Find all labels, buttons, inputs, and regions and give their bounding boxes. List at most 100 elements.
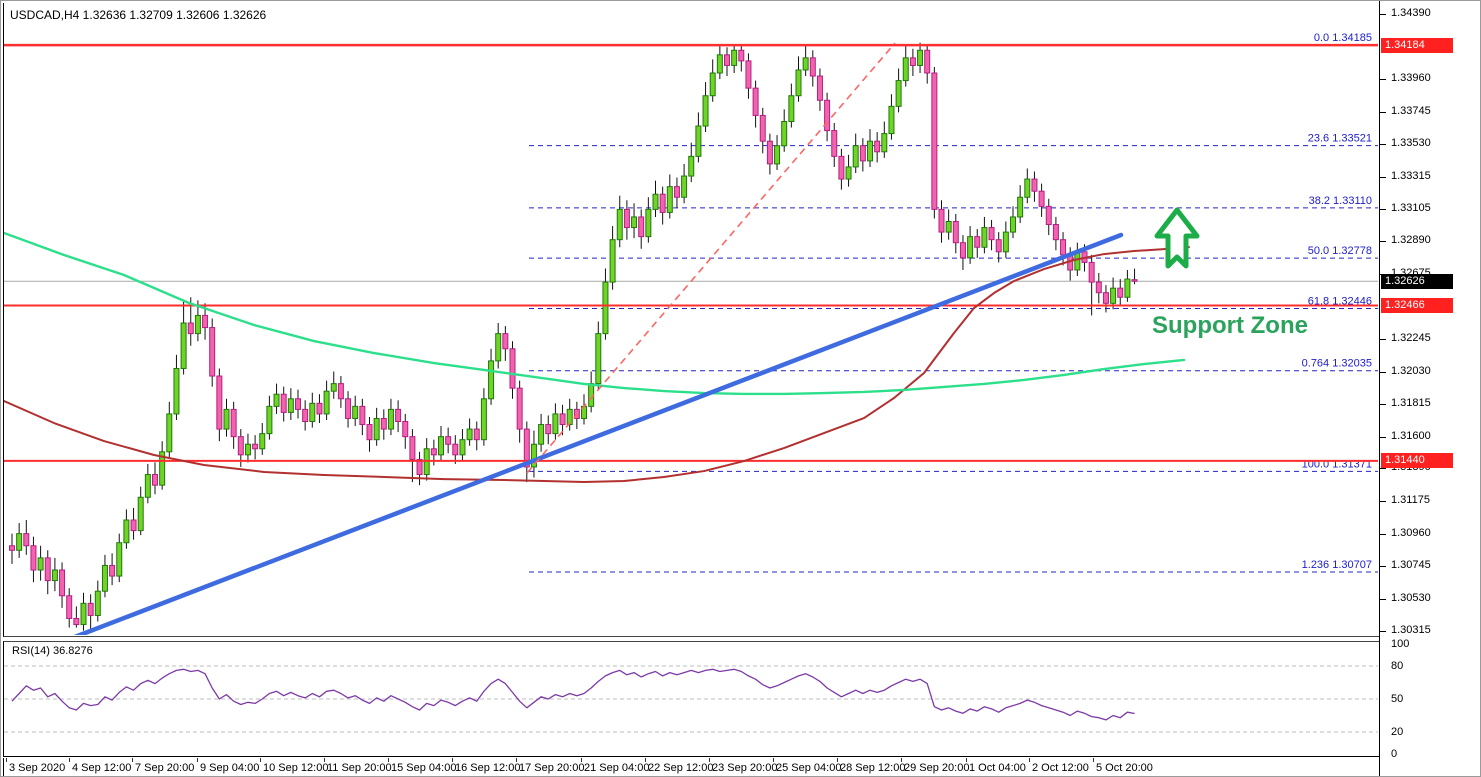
- dashed-trendline[interactable]: [526, 42, 896, 474]
- candle: [602, 281, 609, 335]
- candle: [1117, 287, 1124, 298]
- price-axis-tick: [1380, 144, 1386, 146]
- time-axis-tick: [388, 758, 389, 762]
- candle: [831, 130, 838, 157]
- candle: [516, 387, 523, 430]
- rsi-canvas[interactable]: [4, 642, 1378, 756]
- price-axis[interactable]: 1.34390 1.33960 1.33745 1.33530 1.33315 1.331…: [1379, 1, 1480, 776]
- time-axis-tick: [773, 758, 774, 762]
- time-axis-tick: [645, 758, 646, 762]
- time-axis[interactable]: 3 Sep 2020 4 Sep 12:00 7 Sep 20:00 9 Sep 04…: [3, 758, 1379, 776]
- candle: [16, 533, 23, 551]
- candle: [452, 443, 459, 456]
- candle: [187, 322, 194, 335]
- rsi-axis-label: 80: [1391, 660, 1404, 672]
- price-axis-tick: [1380, 208, 1386, 210]
- candle: [724, 54, 730, 66]
- price-axis-label: 1.32030: [1391, 364, 1431, 377]
- candle: [766, 140, 773, 165]
- price-axis-tick: [1380, 111, 1386, 113]
- up-arrow-icon[interactable]: [1154, 207, 1200, 269]
- fib-level-label: 23.6 1.33521: [1308, 133, 1372, 145]
- price-axis-label: 1.34390: [1391, 6, 1431, 19]
- time-axis-label: 21 Sep 04:00: [584, 762, 650, 774]
- candle: [645, 208, 652, 238]
- rsi-axis-label: 0: [1391, 748, 1398, 760]
- candle: [509, 348, 516, 389]
- candle: [1024, 178, 1031, 198]
- price-axis-tick: [1380, 598, 1386, 600]
- candle: [387, 408, 394, 430]
- candle: [87, 602, 94, 616]
- candle: [609, 239, 616, 283]
- candle: [931, 72, 938, 210]
- price-axis-tick: [1380, 13, 1386, 15]
- candle: [774, 145, 781, 165]
- candle: [123, 519, 130, 544]
- candle: [194, 314, 201, 335]
- candle: [166, 413, 173, 453]
- candle: [888, 105, 895, 135]
- price-axis-tick: [1380, 79, 1386, 81]
- time-axis-label: 9 Sep 04:00: [200, 762, 260, 774]
- time-axis-label: 23 Sep 20:00: [712, 762, 778, 774]
- candle: [709, 72, 716, 97]
- time-axis-tick: [709, 758, 710, 762]
- support-zone-label[interactable]: Support Zone: [1152, 312, 1308, 339]
- main-chart-canvas[interactable]: 0.0 1.34185 23.6 1.33521 38.2 1.33110 50.0 …: [4, 3, 1378, 635]
- candle: [37, 557, 44, 571]
- time-axis-tick: [452, 758, 453, 762]
- fib-level-label: 38.2 1.33110: [1309, 195, 1372, 207]
- candle: [1045, 205, 1052, 226]
- candle: [988, 227, 995, 241]
- time-axis-label: 28 Sep 12:00: [840, 762, 906, 774]
- main-chart-panel[interactable]: 0.0 1.34185 23.6 1.33521 38.2 1.33110 50.0 …: [3, 3, 1379, 637]
- candle: [266, 405, 273, 435]
- candle: [287, 398, 294, 413]
- candle: [395, 408, 402, 423]
- candle: [230, 408, 237, 438]
- candle: [116, 542, 123, 577]
- candle: [859, 145, 866, 162]
- rsi-line: [11, 668, 1135, 721]
- time-axis-label: 1 Oct 04:00: [969, 762, 1026, 774]
- candle: [666, 186, 673, 213]
- candle: [795, 69, 802, 97]
- price-axis-tick: [1380, 501, 1386, 503]
- candle: [130, 519, 137, 532]
- candle: [323, 390, 330, 415]
- fibonacci-retracement[interactable]: 0.0 1.34185 23.6 1.33521 38.2 1.33110 50.0 …: [529, 32, 1378, 573]
- candle: [330, 383, 337, 392]
- candle: [702, 95, 709, 127]
- candle: [380, 417, 387, 430]
- candle: [1031, 178, 1038, 192]
- price-axis-label: 1.31175: [1391, 494, 1430, 507]
- candle: [824, 99, 831, 132]
- time-axis-tick: [6, 758, 7, 762]
- candle: [473, 428, 480, 441]
- candle: [309, 402, 316, 423]
- candle: [366, 424, 373, 441]
- price-axis-label: 1.32890: [1391, 234, 1431, 247]
- price-axis-label: 1.30960: [1391, 526, 1431, 539]
- candle: [545, 424, 552, 435]
- price-axis-tick: [1380, 566, 1386, 568]
- candle: [759, 114, 766, 142]
- candle: [974, 236, 981, 248]
- ascending-trendline[interactable]: [59, 232, 1124, 635]
- time-axis-label: 25 Sep 04:00: [776, 762, 842, 774]
- price-axis-label: 1.30315: [1391, 624, 1431, 637]
- candle: [59, 569, 66, 597]
- price-axis-label: 1.33315: [1391, 169, 1431, 182]
- candle: [895, 80, 902, 107]
- time-axis-label: 7 Sep 20:00: [135, 762, 195, 774]
- candle: [552, 413, 559, 435]
- price-axis-label: 1.30530: [1391, 591, 1431, 604]
- candle: [101, 564, 108, 592]
- candle: [438, 436, 444, 456]
- candle: [673, 186, 680, 198]
- time-axis-tick: [1093, 758, 1094, 762]
- price-badge: 1.31440: [1381, 453, 1453, 469]
- candle: [816, 75, 823, 101]
- rsi-indicator-panel[interactable]: RSI(14) 36.8276: [3, 641, 1379, 757]
